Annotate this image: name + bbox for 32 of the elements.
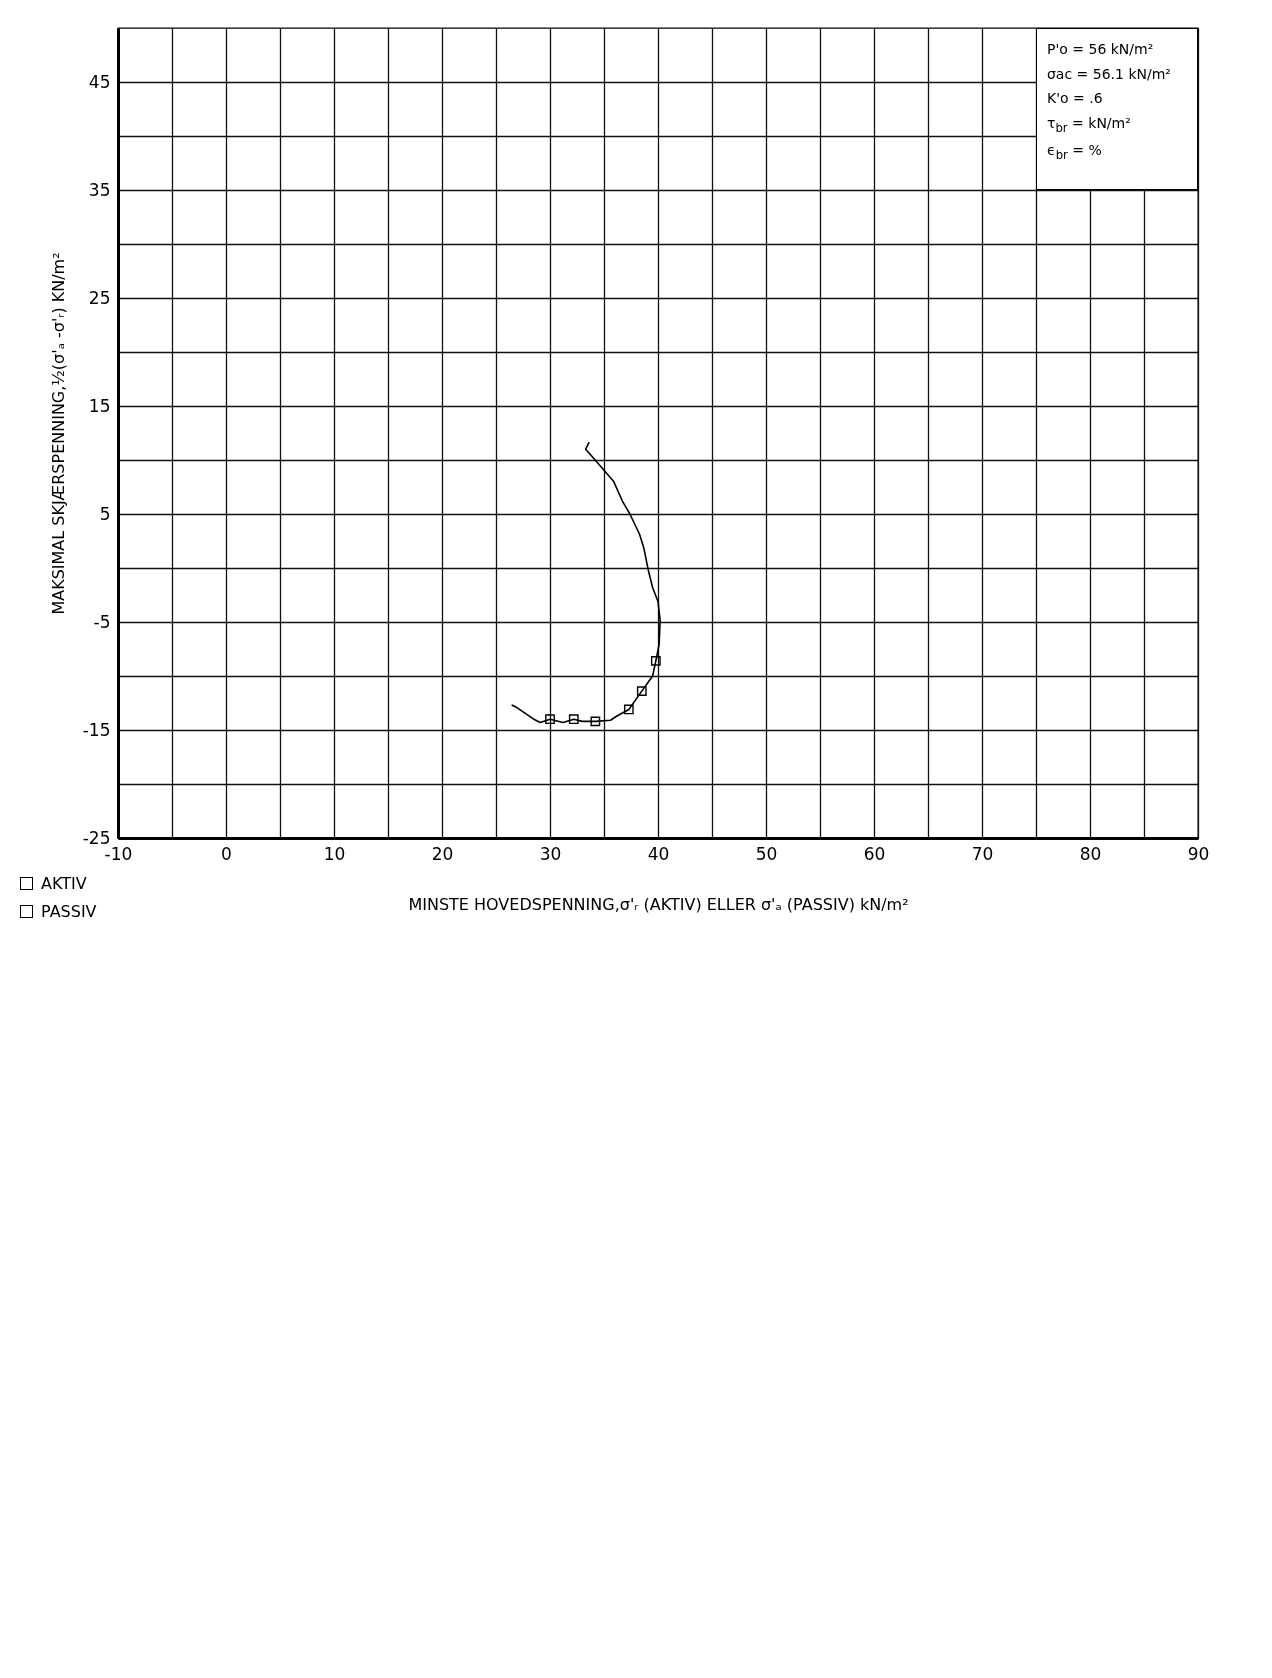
point xyxy=(636,686,647,696)
x-tick-label: 10 xyxy=(323,843,346,864)
y-tick-label: 25 xyxy=(88,287,111,308)
annotation: ϵ$_{br}$ = % xyxy=(1047,140,1103,164)
y-tick-label: 15 xyxy=(88,395,111,416)
y-tick-label: 5 xyxy=(99,503,111,524)
y-tick-label: -15 xyxy=(82,719,111,740)
text: AKTIV xyxy=(41,874,87,893)
point xyxy=(590,716,601,727)
x-tick-label: 60 xyxy=(863,843,886,864)
x-tick-label: 70 xyxy=(971,843,994,864)
x-tick-label: 20 xyxy=(431,843,454,864)
point xyxy=(623,704,634,715)
y-tick-label: -5 xyxy=(93,611,111,632)
x-tick-label: 80 xyxy=(1079,843,1102,864)
y-tick-label: 45 xyxy=(88,71,111,92)
point xyxy=(568,714,579,725)
annotation: P'o = 56 kN/m² xyxy=(1047,40,1155,59)
annotation: τ$_{br}$ = kN/m² xyxy=(1047,113,1132,137)
y-tick-label: 35 xyxy=(88,179,111,200)
x-axis-title: MINSTE HOVEDSPENNING,σ'ᵣ (AKTIV) ELLER σ'ₐ (PASSIV) kN/m² xyxy=(408,894,909,914)
annotation: σac = 56.1 kN/m² xyxy=(1047,64,1172,84)
x-tick-label: 0 xyxy=(221,843,232,864)
annotation: K'o = .6 xyxy=(1047,89,1104,108)
x-tick-label: 90 xyxy=(1187,843,1210,864)
point xyxy=(650,656,661,666)
text: PASSIV xyxy=(41,902,97,921)
point xyxy=(545,714,555,725)
x-tick-label: 40 xyxy=(647,843,670,864)
x-tick-label: 30 xyxy=(539,843,562,864)
y-axis-title: MAKSIMAL SKJÆRSPENNING,½(σ'ₐ -σ'ᵣ) KN/m² xyxy=(48,252,68,615)
x-tick-label: 50 xyxy=(755,843,778,864)
